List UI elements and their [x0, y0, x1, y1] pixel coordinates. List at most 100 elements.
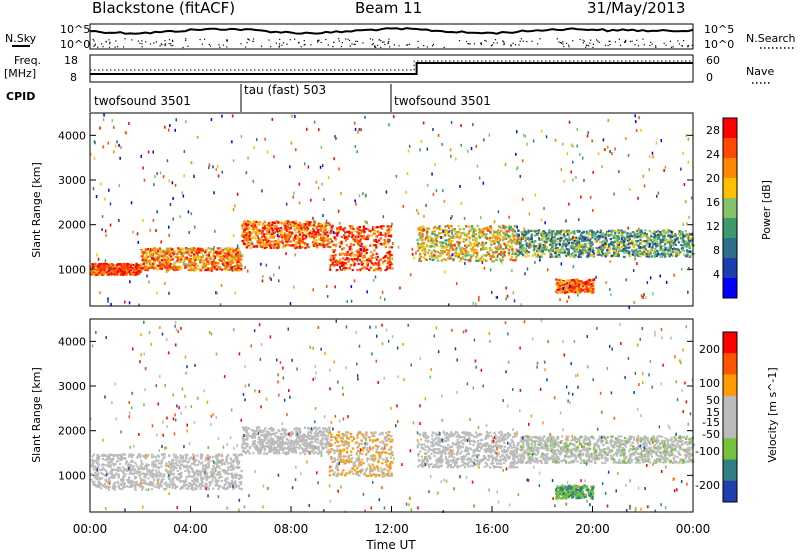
echo-cell: [636, 229, 639, 232]
echo-cell: [461, 256, 464, 259]
colorbar-tick: 12: [706, 220, 720, 233]
echo-cell: [576, 246, 579, 249]
echo-cell: [166, 159, 169, 163]
echo-cell: [664, 248, 667, 251]
echo-cell: [284, 224, 287, 227]
echo-cell: [449, 235, 452, 238]
noise-search-point: [388, 40, 390, 43]
echo-cell: [172, 267, 175, 271]
echo-cell: [620, 239, 623, 243]
echo-cell: [448, 225, 451, 228]
echo-cell: [354, 199, 356, 203]
echo-cell: [333, 232, 336, 235]
echo-cell: [462, 228, 465, 231]
echo-cell: [602, 253, 605, 257]
echo-cell: [431, 172, 433, 176]
echo-cell: [566, 243, 569, 246]
echo-cell: [508, 253, 511, 256]
echo-cell: [524, 255, 528, 258]
echo-cell: [585, 239, 589, 242]
echo-cell: [399, 286, 401, 290]
echo-cell: [557, 288, 560, 291]
noise-search-point: [512, 42, 514, 44]
echo-cell: [216, 165, 219, 169]
echo-cell: [252, 225, 255, 228]
echo-cell: [390, 263, 393, 266]
echo-cell: [198, 255, 201, 258]
echo-cell: [296, 246, 299, 249]
echo-cell: [248, 237, 251, 240]
echo-cell: [522, 246, 525, 249]
echo-cell: [672, 234, 675, 238]
echo-cell: [578, 218, 580, 222]
echo-cell: [101, 264, 104, 267]
echo-cell: [113, 125, 115, 129]
echo-cell: [261, 224, 264, 227]
echo-cell: [450, 225, 453, 228]
echo-cell: [455, 157, 457, 161]
noise-search-point: [185, 38, 187, 40]
echo-cell: [583, 282, 586, 285]
echo-cell: [613, 249, 616, 253]
echo-cell: [596, 253, 599, 256]
echo-cell: [586, 255, 589, 258]
echo-cell: [300, 242, 303, 245]
echo-cell: [377, 241, 380, 244]
echo-cell: [459, 235, 462, 238]
echo-cell: [372, 253, 375, 256]
echo-cell: [615, 253, 618, 256]
echo-cell: [129, 263, 132, 266]
echo-cell: [229, 253, 232, 257]
echo-cell: [382, 224, 385, 228]
echo-cell: [221, 254, 224, 258]
echo-cell: [284, 226, 287, 229]
echo-cell: [578, 252, 581, 255]
echo-cell: [649, 252, 652, 255]
echo-cell: [603, 234, 606, 237]
echo-cell: [448, 239, 451, 242]
echo-cell: [587, 289, 591, 292]
echo-cell: [449, 245, 452, 248]
echo-cell: [643, 245, 646, 248]
echo-cell: [573, 250, 576, 253]
echo-cell: [600, 245, 602, 249]
echo-cell: [226, 249, 229, 252]
echo-cell: [535, 255, 538, 258]
noise-search-point: [520, 38, 522, 40]
echo-cell: [339, 262, 342, 265]
echo-cell: [386, 265, 389, 268]
echo-cell: [495, 238, 498, 242]
colorbar-segment: [723, 198, 737, 219]
echo-cell: [120, 488, 123, 491]
echo-cell: [350, 242, 353, 245]
echo-cell: [98, 273, 101, 276]
echo-cell: [237, 254, 240, 257]
echo-cell: [152, 248, 155, 251]
echo-cell: [570, 170, 572, 174]
echo-cell: [541, 129, 543, 133]
echo-cell: [286, 238, 289, 241]
noise-search-point: [588, 45, 590, 47]
echo-cell: [542, 237, 545, 240]
echo-cell: [277, 227, 280, 230]
echo-cell: [288, 233, 291, 236]
echo-cell: [235, 253, 238, 256]
echo-cell: [551, 246, 554, 249]
echo-cell: [353, 255, 356, 258]
echo-cell: [646, 235, 649, 238]
echo-cell: [344, 253, 347, 256]
echo-cell: [551, 245, 555, 248]
echo-cell: [619, 241, 622, 244]
echo-cell: [180, 252, 183, 256]
echo-cell: [606, 254, 609, 257]
echo-cell: [236, 251, 239, 254]
noise-search-point: [539, 38, 541, 40]
echo-cell: [587, 242, 590, 245]
echo-cell: [411, 247, 413, 251]
echo-cell: [93, 140, 96, 144]
echo-cell: [202, 260, 205, 263]
echo-cell: [243, 223, 246, 226]
echo-cell: [459, 248, 462, 251]
echo-cell: [190, 212, 193, 216]
echo-cell: [217, 174, 220, 178]
